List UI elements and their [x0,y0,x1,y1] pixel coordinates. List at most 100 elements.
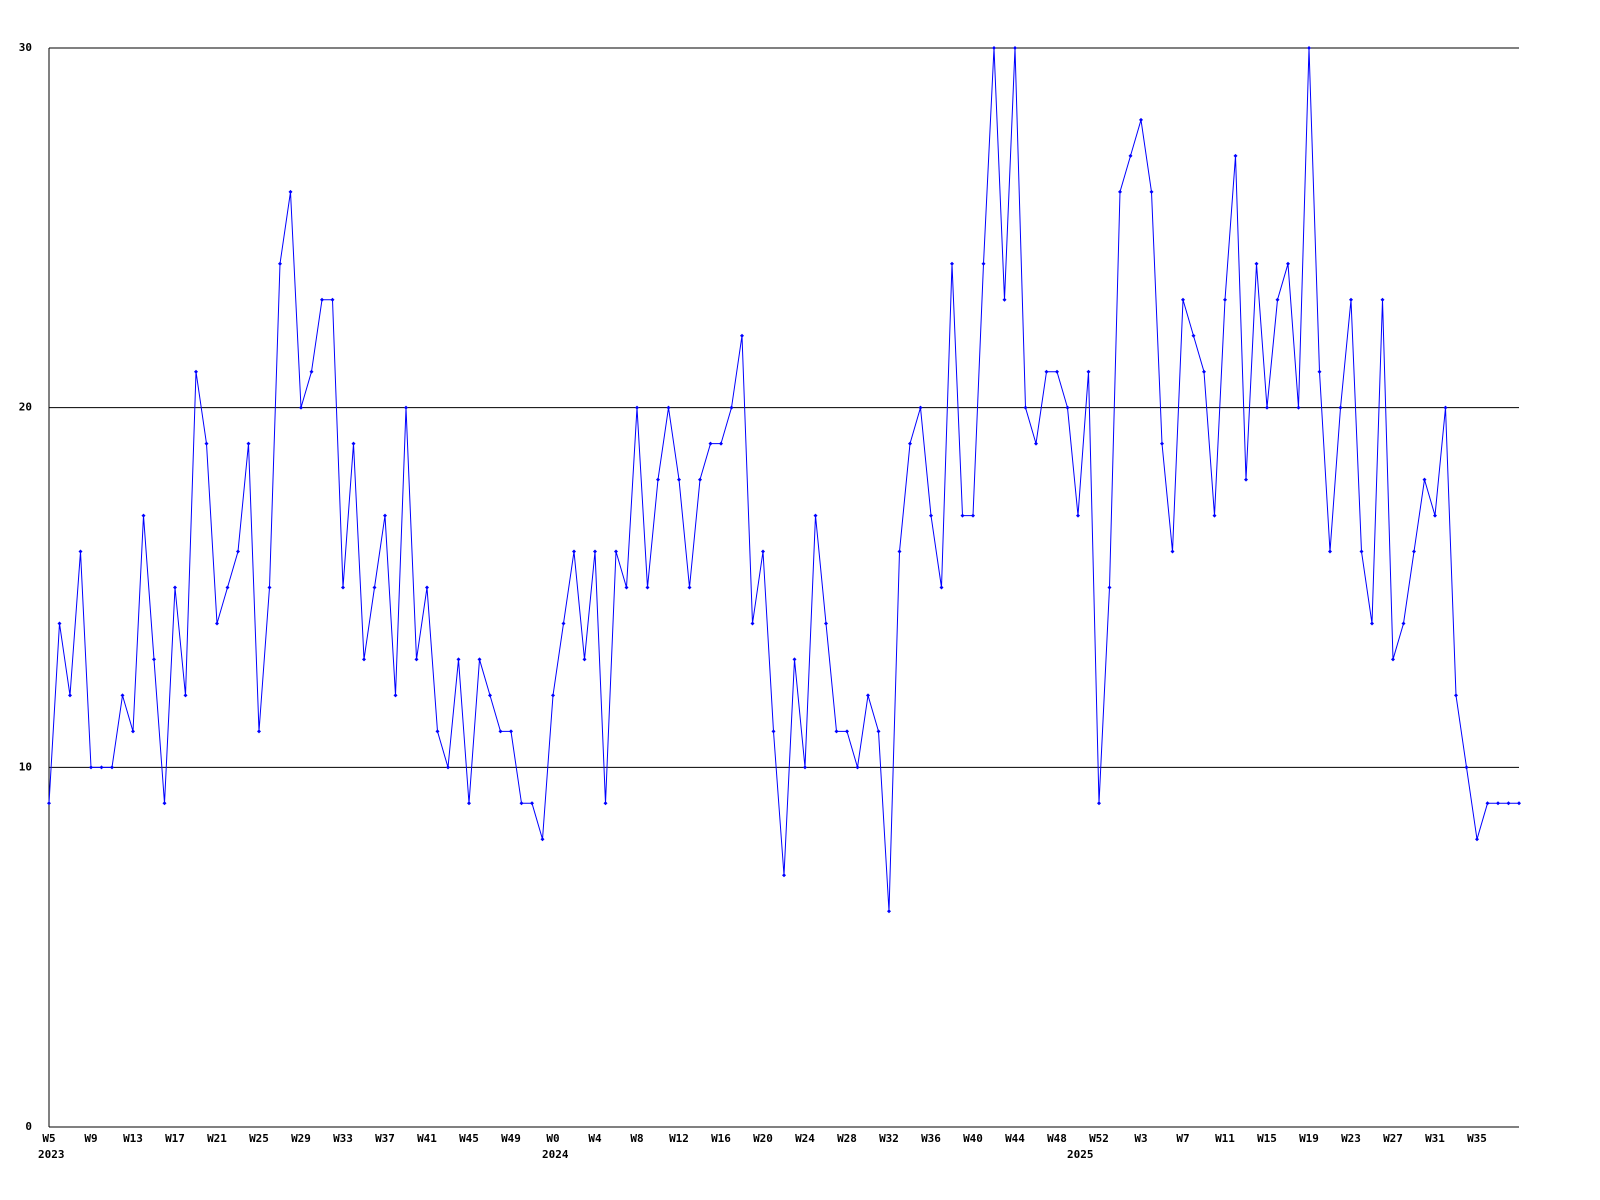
y-tick-label: 20 [19,401,32,414]
data-point [498,729,503,734]
data-point [834,729,839,734]
data-point [393,693,398,698]
data-point [1328,549,1332,554]
data-point [257,729,261,734]
x-tick-label: W40 [963,1132,983,1145]
data-point [47,801,51,806]
data-point [162,801,167,806]
data-point [278,261,282,266]
data-point [1065,405,1070,410]
x-tick-label: W4 [588,1132,602,1145]
data-point [215,621,219,626]
data-point [1359,549,1364,554]
data-point [488,693,492,698]
x-tick-label: W8 [630,1132,643,1145]
data-point [267,585,272,590]
data-point [1370,621,1374,626]
x-tick-label: W9 [84,1132,97,1145]
data-point [467,801,471,806]
data-point [729,405,734,410]
x-tick-label: W3 [1134,1132,1147,1145]
y-tick-label: 10 [19,760,32,773]
data-point [372,585,377,590]
data-point [1265,405,1269,410]
x-tick-label: W37 [375,1132,395,1145]
data-point [1013,46,1017,50]
x-tick-label: W49 [501,1132,521,1145]
data-point [1296,405,1301,410]
data-point [824,621,828,626]
data-point [1223,297,1227,302]
data-point [131,729,135,734]
data-point [1128,153,1133,158]
data-point [1212,513,1217,518]
data-point [551,693,555,698]
data-point [635,405,639,410]
data-point [645,585,650,590]
x-tick-label: W33 [333,1132,353,1145]
data-point [1349,297,1353,302]
data-point [288,189,293,194]
data-point [845,729,849,734]
data-point [173,585,177,590]
x-tick-label: W52 [1089,1132,1109,1145]
data-point [78,549,83,554]
data-point [299,405,303,410]
data-point [309,369,314,374]
data-point [782,873,786,878]
data-point [1097,801,1101,806]
data-point [1170,549,1175,554]
data-point [225,585,230,590]
data-point [456,657,461,662]
data-point [582,657,587,662]
data-point [1233,153,1238,158]
data-point [971,513,975,518]
data-point [1317,369,1322,374]
x-tick-label: W23 [1341,1132,1361,1145]
data-point [1433,513,1437,518]
data-point [120,693,125,698]
data-point [1086,369,1091,374]
x-tick-label: W12 [669,1132,689,1145]
data-point [1443,405,1448,410]
data-point [341,585,345,590]
data-point [1160,441,1164,446]
data-point [1191,333,1196,338]
data-point [761,549,765,554]
data-point [1485,801,1490,806]
data-point [446,765,450,770]
data-point [656,477,660,482]
x-tick-label: W44 [1005,1132,1025,1145]
x-tick-label: W13 [123,1132,143,1145]
data-point [110,765,114,770]
data-point [152,657,156,662]
data-point [1139,117,1143,122]
data-point [1496,801,1500,806]
data-point [141,513,146,518]
x-tick-label: W45 [459,1132,479,1145]
data-point [540,837,545,842]
data-point [666,405,671,410]
x-tick-label: W36 [921,1132,941,1145]
y-tick-label: 0 [25,1120,32,1133]
x-tick-label: W7 [1176,1132,1189,1145]
x-tick-label: W27 [1383,1132,1403,1145]
data-point [950,261,954,266]
data-point [1044,369,1049,374]
data-point [1275,297,1280,302]
data-point [330,297,335,302]
year-label: 2024 [542,1148,569,1161]
data-point [929,513,933,518]
data-point [677,477,681,482]
x-tick-label: W15 [1257,1132,1277,1145]
data-point [1023,405,1028,410]
x-tick-label: W25 [249,1132,269,1145]
data-point [519,801,524,806]
x-tick-label: W29 [291,1132,311,1145]
data-point [1338,405,1343,410]
data-point [1076,513,1080,518]
x-tick-label: W41 [417,1132,437,1145]
data-point [1517,801,1521,806]
